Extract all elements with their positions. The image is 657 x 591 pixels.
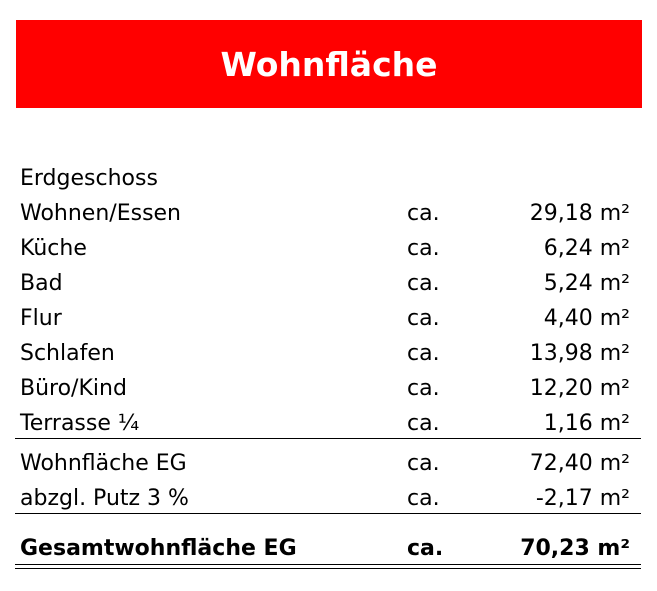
row-value: 13,98 m² <box>529 341 630 366</box>
section-heading: Erdgeschoss <box>20 161 630 196</box>
row-prefix: ca. <box>407 341 440 366</box>
room-row: Büro/Kind ca. 12,20 m² <box>20 371 630 406</box>
row-prefix: ca. <box>407 486 440 511</box>
row-label: Schlafen <box>20 341 115 366</box>
divider <box>15 438 641 439</box>
row-value: 72,40 m² <box>529 451 630 476</box>
row-label: abzgl. Putz 3 % <box>20 486 189 511</box>
subtotal-row: abzgl. Putz 3 % ca. -2,17 m² <box>20 481 630 516</box>
row-value: 29,18 m² <box>529 201 630 226</box>
row-prefix: ca. <box>407 306 440 331</box>
room-row: Küche ca. 6,24 m² <box>20 231 630 266</box>
subtotal-row: Wohnfläche EG ca. 72,40 m² <box>20 446 630 481</box>
row-prefix: ca. <box>407 236 440 261</box>
section-label: Erdgeschoss <box>20 166 158 191</box>
row-prefix: ca. <box>407 376 440 401</box>
room-row: Wohnen/Essen ca. 29,18 m² <box>20 196 630 231</box>
room-row: Terrasse ¼ ca. 1,16 m² <box>20 406 630 441</box>
row-value: 1,16 m² <box>543 411 630 436</box>
divider <box>15 513 641 514</box>
page-title: Wohnfläche <box>220 44 438 84</box>
row-label: Terrasse ¼ <box>20 411 140 436</box>
row-prefix: ca. <box>407 411 440 436</box>
row-value: 4,40 m² <box>543 306 630 331</box>
row-label: Gesamtwohnfläche EG <box>20 536 297 561</box>
row-label: Wohnfläche EG <box>20 451 187 476</box>
row-prefix: ca. <box>407 536 444 561</box>
room-row: Flur ca. 4,40 m² <box>20 301 630 336</box>
row-label: Bad <box>20 271 63 296</box>
room-row: Schlafen ca. 13,98 m² <box>20 336 630 371</box>
row-label: Flur <box>20 306 62 331</box>
row-value: 5,24 m² <box>543 271 630 296</box>
total-row: Gesamtwohnfläche EG ca. 70,23 m² <box>20 531 630 566</box>
row-prefix: ca. <box>407 451 440 476</box>
row-label: Küche <box>20 236 87 261</box>
row-label: Wohnen/Essen <box>20 201 182 226</box>
row-value: 70,23 m² <box>520 536 630 561</box>
row-value: -2,17 m² <box>535 486 630 511</box>
title-banner: Wohnfläche <box>16 20 642 108</box>
double-divider-top <box>15 564 641 565</box>
row-prefix: ca. <box>407 271 440 296</box>
row-label: Büro/Kind <box>20 376 127 401</box>
room-row: Bad ca. 5,24 m² <box>20 266 630 301</box>
double-divider-bottom <box>15 568 641 569</box>
row-value: 6,24 m² <box>543 236 630 261</box>
row-prefix: ca. <box>407 201 440 226</box>
row-value: 12,20 m² <box>529 376 630 401</box>
